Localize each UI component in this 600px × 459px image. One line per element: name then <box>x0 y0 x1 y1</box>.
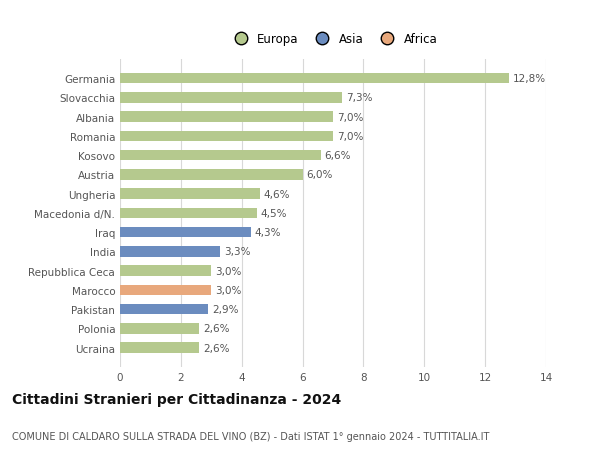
Bar <box>120 131 333 142</box>
Bar <box>120 324 199 334</box>
Bar <box>120 73 509 84</box>
Bar <box>120 208 257 219</box>
Text: 4,3%: 4,3% <box>254 228 281 238</box>
Text: 4,5%: 4,5% <box>260 208 287 218</box>
Text: 7,0%: 7,0% <box>337 112 363 123</box>
Bar <box>120 343 199 353</box>
Bar <box>120 170 302 180</box>
Text: 7,3%: 7,3% <box>346 93 372 103</box>
Text: 2,9%: 2,9% <box>212 304 238 314</box>
Bar <box>120 227 251 238</box>
Bar <box>120 93 342 103</box>
Text: COMUNE DI CALDARO SULLA STRADA DEL VINO (BZ) - Dati ISTAT 1° gennaio 2024 - TUTT: COMUNE DI CALDARO SULLA STRADA DEL VINO … <box>12 431 490 441</box>
Legend: Europa, Asia, Africa: Europa, Asia, Africa <box>224 28 442 51</box>
Text: 6,0%: 6,0% <box>306 170 332 180</box>
Bar <box>120 304 208 315</box>
Bar <box>120 189 260 200</box>
Bar <box>120 266 211 276</box>
Text: 3,0%: 3,0% <box>215 266 241 276</box>
Bar <box>120 112 333 123</box>
Text: Cittadini Stranieri per Cittadinanza - 2024: Cittadini Stranieri per Cittadinanza - 2… <box>12 392 341 406</box>
Text: 6,6%: 6,6% <box>325 151 351 161</box>
Text: 3,3%: 3,3% <box>224 247 251 257</box>
Bar <box>120 151 321 161</box>
Text: 2,6%: 2,6% <box>203 343 229 353</box>
Text: 4,6%: 4,6% <box>263 189 290 199</box>
Bar <box>120 285 211 296</box>
Text: 12,8%: 12,8% <box>513 74 546 84</box>
Text: 2,6%: 2,6% <box>203 324 229 334</box>
Text: 3,0%: 3,0% <box>215 285 241 295</box>
Bar <box>120 246 220 257</box>
Text: 7,0%: 7,0% <box>337 132 363 141</box>
